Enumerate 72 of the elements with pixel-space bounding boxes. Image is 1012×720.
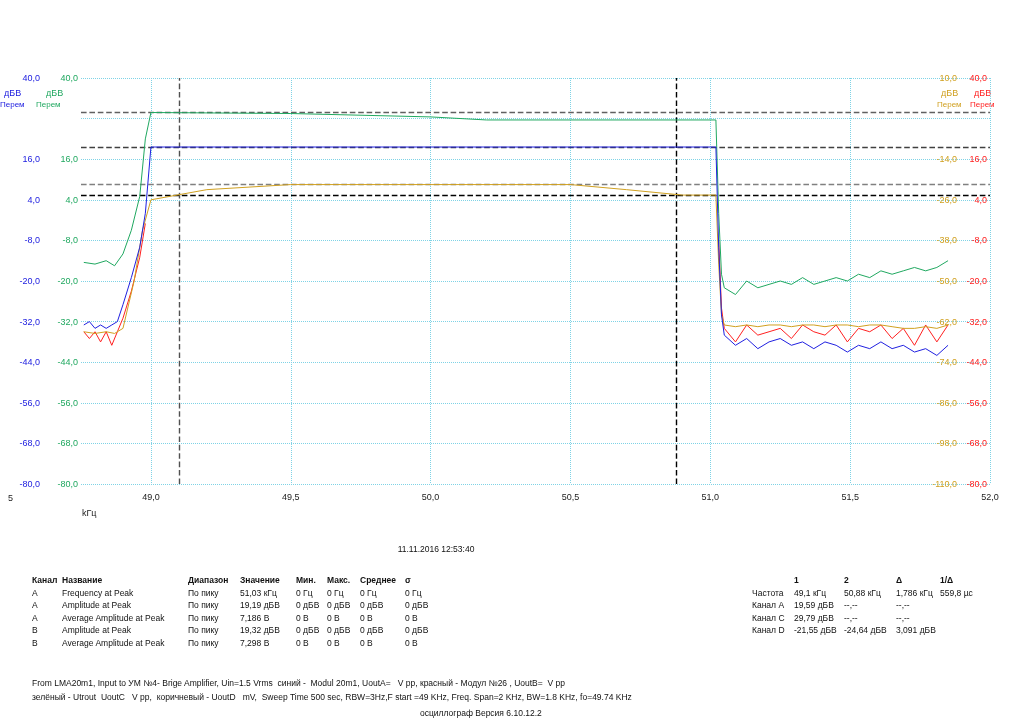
text: -56,0 (57, 397, 78, 408)
y3-tick-label: -86,0 (936, 397, 957, 408)
y-tick-label: -8,0 (24, 235, 40, 246)
x-tick-label: 51,5 (841, 491, 859, 502)
text: дБВ (4, 87, 22, 98)
y3-tick-label: -98,0 (936, 438, 957, 449)
y-tick-label: 16,0 (22, 154, 40, 165)
x-tick-label: 49,0 (142, 491, 160, 502)
text: -44,0 (57, 357, 78, 368)
text: 16,0 (60, 154, 78, 165)
y2-tick-label: -80,0 (966, 479, 987, 489)
y3-tick-label: 10,0 (939, 73, 957, 83)
y-tick-label: -80,0 (19, 479, 40, 489)
text: -68,0 (57, 438, 78, 449)
y3-tick-label: -14,0 (936, 154, 957, 165)
text: -20,0 (57, 276, 78, 286)
text: Канал D -21,55 дБВ -24,64 дБВ 3,091 дБВ (752, 624, 937, 636)
y2-tick-label: -44,0 (966, 357, 987, 368)
y-tick-label: -68,0 (19, 438, 40, 449)
y3-tick-label: -62,0 (936, 316, 957, 327)
text: 40,0 (60, 73, 78, 83)
y3-tick-label: -38,0 (936, 235, 957, 246)
text: From LMA20m1, Input to УМ №4- Brige Amplifier, Uin=1.5 Vrms синий - Modul 20m1, UoutA= V pp, красный - Модул №26 , UoutB= V pp (32, 678, 565, 688)
y-tick-label: 4,0 (27, 194, 40, 205)
text: -80,0 (57, 479, 78, 489)
y-tick-label: -32,0 (19, 316, 40, 327)
text: Перем (0, 99, 25, 109)
y3-axis-title: дБВ (941, 87, 959, 98)
annotation: Перем (970, 99, 995, 109)
y-tick-label: -56,0 (19, 397, 40, 408)
y-tick-label: 40,0 (22, 73, 40, 83)
text: 1 2 Δ 1/Δ (794, 575, 954, 585)
text: A Frequency at Peak По пику 51,03 кГц 0 Гц 0 Гц 0 Гц 0 Гц (32, 587, 422, 598)
y2-tick-label: -56,0 (966, 397, 987, 408)
x-tick-label: 50,5 (561, 491, 580, 502)
text: зелёный - Utrout UoutC V pp, коричневый - UoutD mV, Sweep Time 500 sec, RBW=3Hz,F start =49 KHz, Freq. Span=2 KHz, BW=1.8 KHz, fo=49.74 KHz (32, 692, 632, 702)
text: A Amplitude at Peak По пику 19,19 дБВ 0 дБВ 0 дБВ 0 дБВ 0 дБВ (32, 600, 429, 610)
text: Канал A 19,59 дБВ --,-- --,-- (752, 600, 910, 610)
y2-axis-title: дБВ (974, 87, 992, 98)
text: A Average Amplitude at Peak По пику 7,186 В 0 В 0 В 0 В 0 В (32, 612, 418, 623)
x-tick-label: 49,5 (282, 491, 300, 502)
annotation: Перем (937, 99, 962, 109)
y3-tick-label: -110,0 (932, 479, 957, 489)
text: B Amplitude at Peak По пику 19,32 дБВ 0 дБВ 0 дБВ 0 дБВ 0 дБВ (32, 625, 429, 635)
y2-tick-label: -8,0 (971, 235, 987, 246)
x-tick-label: 51,0 (701, 491, 720, 502)
y2-tick-label: 40,0 (969, 73, 987, 83)
y3-tick-label: -74,0 (936, 357, 957, 368)
y2-tick-label: -68,0 (966, 438, 987, 449)
x-axis-title: kГц (82, 507, 97, 518)
y-tick-label: -20,0 (19, 276, 40, 286)
x-tick-label: 50,0 (421, 491, 440, 502)
y2-tick-label: -32,0 (966, 316, 987, 327)
y2-tick-label: -20,0 (966, 276, 987, 286)
text: осциллограф Версия 6.10.12.2 (420, 708, 542, 718)
text: Перем (36, 99, 61, 109)
text: -8,0 (62, 235, 78, 246)
text: -32,0 (57, 316, 78, 327)
text: 5 (8, 492, 14, 503)
y2-tick-label: 16,0 (969, 154, 987, 165)
text: B Average Amplitude at Peak По пику 7,298 В 0 В 0 В 0 В 0 В (32, 637, 418, 648)
x-tick-label: 52,0 (981, 491, 999, 502)
text: Канал C 29,79 дБВ --,-- --,-- (752, 612, 910, 623)
y-tick-label: -44,0 (19, 357, 40, 368)
y2-tick-label: 4,0 (974, 194, 987, 205)
text: Канал Название Диапазон Значение Мин. Макс. Среднее σ (32, 575, 411, 585)
y-axis-title: дБВ (46, 87, 64, 98)
text: 11.11.2016 12:53:40 (396, 544, 476, 554)
text: Частота 49,1 кГц 50,88 кГц 1,786 кГц 559,8 µс (752, 587, 973, 598)
y3-tick-label: -50,0 (936, 276, 957, 286)
text: 4,0 (65, 194, 78, 205)
y3-tick-label: -26,0 (936, 194, 957, 205)
